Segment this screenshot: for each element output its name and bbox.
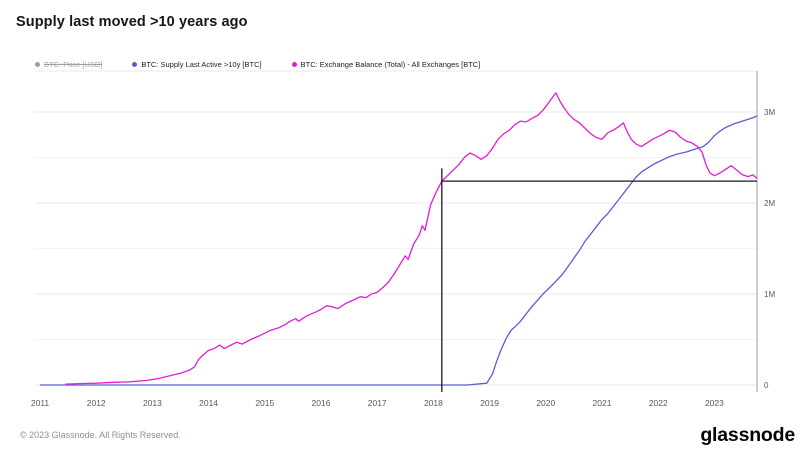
legend-label: BTC: Exchange Balance (Total) - All Exch… bbox=[300, 60, 481, 69]
y-axis-tick-label: 2M bbox=[764, 199, 775, 208]
series-line-2 bbox=[65, 92, 758, 385]
x-axis-tick-label: 2017 bbox=[368, 398, 387, 408]
x-axis-tick-label: 2022 bbox=[649, 398, 668, 408]
legend-dot-icon bbox=[35, 62, 40, 67]
y-axis-tick-label: 0 bbox=[764, 381, 769, 390]
x-axis-tick-label: 2016 bbox=[312, 398, 331, 408]
legend-dot-icon bbox=[132, 62, 138, 67]
x-axis-tick-label: 2012 bbox=[87, 398, 106, 408]
x-axis-tick-label: 2015 bbox=[255, 398, 274, 408]
series-line-1 bbox=[40, 115, 758, 386]
legend-item-0[interactable]: BTC: Price [USD] bbox=[35, 60, 102, 69]
x-axis-tick-label: 2021 bbox=[593, 398, 612, 408]
y-axis-tick-label: 3M bbox=[764, 108, 775, 117]
page-title: Supply last moved >10 years ago bbox=[16, 14, 248, 30]
chart-canvas[interactable]: 0 1M 2M 3M 2011 2012 2013 2014 2015 2016 2017 2018 2… bbox=[0, 0, 811, 418]
legend-item-1[interactable]: BTC: Supply Last Active >10y [BTC] bbox=[132, 60, 262, 69]
legend-dot-icon bbox=[291, 62, 297, 67]
x-axis-tick-label: 2023 bbox=[705, 398, 724, 408]
x-axis-tick-label: 2020 bbox=[536, 398, 555, 408]
x-axis-tick-label: 2013 bbox=[143, 398, 162, 408]
x-axis-tick-label: 2018 bbox=[424, 398, 443, 408]
legend-label: BTC: Supply Last Active >10y [BTC] bbox=[141, 60, 262, 69]
x-axis-tick-label: 2011 bbox=[31, 398, 50, 408]
x-axis-tick-label: 2014 bbox=[199, 398, 218, 408]
legend-item-2[interactable]: BTC: Exchange Balance (Total) - All Exch… bbox=[291, 60, 481, 69]
chart-legend: BTC: Price [USD] BTC: Supply Last Active … bbox=[35, 60, 480, 69]
glassnode-logo: glassnode bbox=[700, 424, 795, 446]
x-axis-tick-label: 2019 bbox=[480, 398, 499, 408]
legend-label: BTC: Price [USD] bbox=[44, 60, 103, 69]
copyright-text: © 2023 Glassnode. All Rights Reserved. bbox=[20, 430, 181, 440]
y-axis-tick-label: 1M bbox=[764, 290, 775, 299]
